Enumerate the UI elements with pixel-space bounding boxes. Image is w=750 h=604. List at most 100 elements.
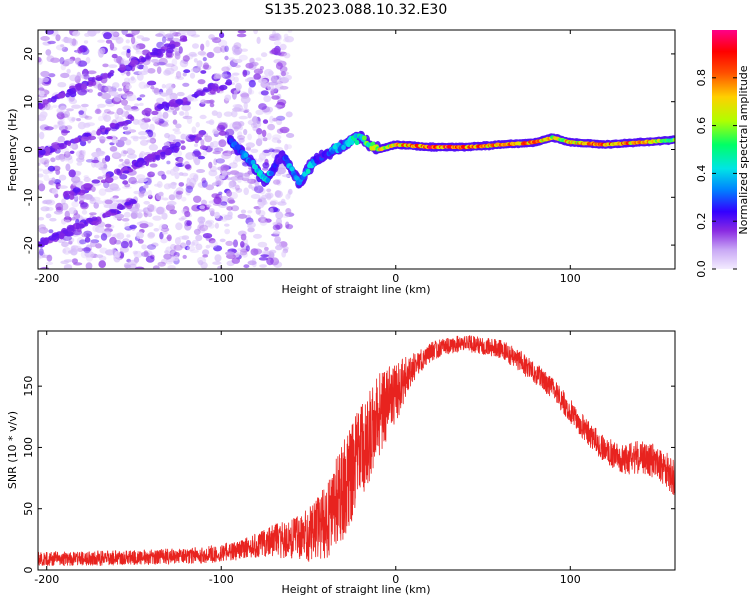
noise-blob xyxy=(81,209,88,215)
noise-blob xyxy=(152,87,160,94)
noise-blob xyxy=(61,218,67,225)
noise-blob xyxy=(95,243,102,249)
noise-blob xyxy=(199,205,206,210)
noise-blob xyxy=(138,70,148,76)
noise-blob xyxy=(197,66,202,72)
ridge-core xyxy=(243,152,249,158)
noise-blob xyxy=(102,112,108,120)
noise-blob xyxy=(154,183,161,187)
noise-blob xyxy=(176,76,184,81)
noise-blob xyxy=(102,63,109,68)
x-tick-label: -200 xyxy=(34,573,59,586)
noise-blob xyxy=(163,183,172,190)
noise-blob xyxy=(123,211,131,218)
noise-blob xyxy=(205,40,210,48)
noise-blob xyxy=(240,233,247,241)
ridge-core xyxy=(277,158,283,164)
noise-blob xyxy=(274,190,281,198)
noise-blob xyxy=(283,33,289,40)
noise-blob xyxy=(59,57,65,65)
noise-blob xyxy=(95,30,101,34)
noise-blob xyxy=(284,143,289,151)
noise-blob xyxy=(123,104,132,111)
noise-blob xyxy=(178,157,183,164)
noise-blob xyxy=(111,234,117,238)
noise-blob xyxy=(178,235,188,240)
harmonic-blob xyxy=(104,176,114,184)
noise-blob xyxy=(131,30,140,35)
noise-blob xyxy=(203,62,209,70)
harmonic-blob xyxy=(102,213,107,219)
noise-blob xyxy=(59,105,67,111)
noise-blob xyxy=(64,58,74,65)
noise-blob xyxy=(260,90,269,96)
harmonic-blob xyxy=(100,179,107,184)
noise-blob xyxy=(70,245,79,253)
noise-blob xyxy=(276,139,282,144)
noise-blob xyxy=(126,147,134,154)
noise-blob xyxy=(39,90,45,97)
noise-blob xyxy=(98,151,106,156)
noise-blob xyxy=(178,217,185,221)
noise-blob xyxy=(76,118,81,122)
noise-blob xyxy=(218,130,227,136)
noise-blob xyxy=(248,87,252,95)
harmonic-blob xyxy=(202,88,210,93)
noise-blob xyxy=(237,213,248,219)
harmonic-blob xyxy=(43,237,50,243)
noise-blob xyxy=(120,136,128,142)
x-tick-label: 0 xyxy=(392,272,399,285)
noise-blob xyxy=(38,183,46,192)
noise-blob xyxy=(151,116,159,122)
noise-blob xyxy=(91,159,100,164)
noise-blob xyxy=(106,111,115,115)
noise-blob xyxy=(114,213,125,219)
noise-blob xyxy=(233,239,238,248)
noise-blob xyxy=(255,138,263,147)
x-tick-label: 100 xyxy=(560,272,581,285)
noise-blob xyxy=(76,71,82,80)
noise-blob xyxy=(66,68,71,74)
noise-blob xyxy=(150,85,155,90)
noise-blob xyxy=(38,77,43,85)
noise-blob xyxy=(247,227,255,233)
noise-blob xyxy=(77,60,88,67)
noise-blob xyxy=(94,108,102,115)
noise-blob xyxy=(133,250,143,258)
noise-blob xyxy=(176,91,185,97)
noise-blob xyxy=(190,53,198,58)
noise-blob xyxy=(208,161,213,169)
noise-blob xyxy=(276,128,284,134)
noise-blob xyxy=(128,240,133,248)
noise-blob xyxy=(164,83,175,90)
noise-blob xyxy=(133,44,140,51)
harmonic-blob xyxy=(107,72,112,79)
noise-blob xyxy=(169,168,176,176)
x-tick-label: -100 xyxy=(209,573,234,586)
noise-blob xyxy=(45,49,52,56)
noise-blob xyxy=(261,251,270,256)
noise-blob xyxy=(46,254,53,262)
noise-blob xyxy=(139,223,149,229)
noise-blob xyxy=(230,205,240,212)
noise-blob xyxy=(253,30,258,35)
noise-blob xyxy=(281,71,286,77)
noise-blob xyxy=(189,72,196,79)
snr-x-ticks: -200 -100 0 100 xyxy=(34,331,581,586)
harmonic-blob xyxy=(91,179,101,184)
noise-blob xyxy=(98,188,107,196)
noise-blob xyxy=(279,126,290,134)
noise-blob xyxy=(80,202,88,208)
colorbar-gradient xyxy=(712,30,737,269)
noise-blob xyxy=(226,190,233,197)
noise-blob xyxy=(245,245,250,252)
noise-blob xyxy=(241,48,248,52)
noise-blob xyxy=(40,206,50,212)
noise-blob xyxy=(181,104,192,112)
noise-blob xyxy=(285,221,290,229)
noise-blob xyxy=(266,106,274,113)
noise-blob xyxy=(231,110,238,118)
harmonic-blob xyxy=(146,153,154,159)
ridge-core xyxy=(289,166,295,172)
noise-blob xyxy=(126,48,131,54)
